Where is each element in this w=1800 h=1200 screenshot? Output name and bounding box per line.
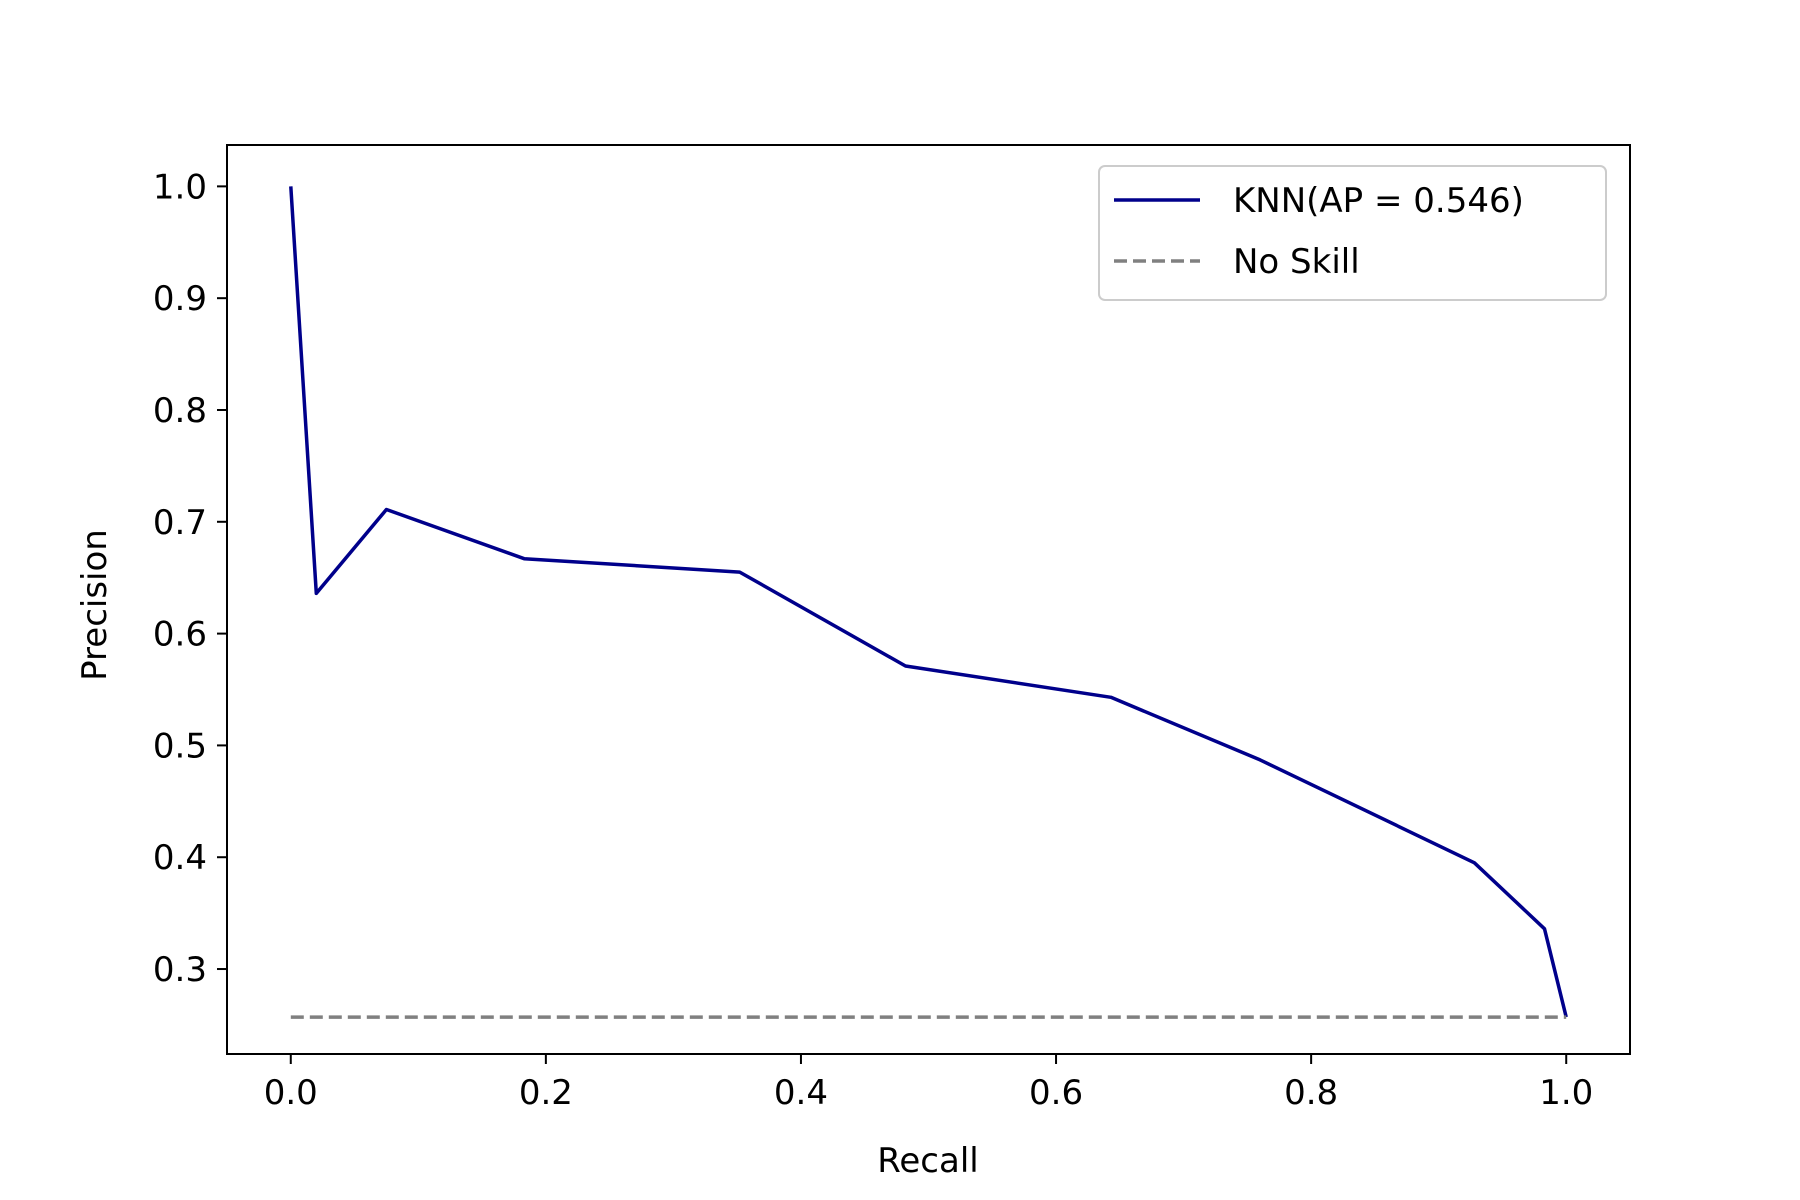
x-tick-label: 0.6 — [1029, 1073, 1083, 1113]
x-tick-label: 1.0 — [1539, 1073, 1593, 1113]
y-tick-label: 0.4 — [153, 838, 207, 878]
y-tick-label: 0.8 — [153, 391, 207, 431]
x-axis-label: Recall — [877, 1141, 978, 1181]
y-tick-label: 0.9 — [153, 279, 207, 319]
y-tick-label: 0.7 — [153, 503, 207, 543]
y-axis-ticks: 0.3 0.4 0.5 0.6 0.7 0.8 0.9 1.0 — [153, 167, 227, 990]
y-tick-label: 0.3 — [153, 950, 207, 990]
y-tick-label: 0.6 — [153, 615, 207, 655]
series-line-knn-ap-0-546 — [289, 186, 1568, 1018]
plot-lines — [289, 186, 1568, 1019]
x-tick-label: 0.8 — [1284, 1073, 1338, 1113]
y-axis-label: Precision — [75, 529, 115, 681]
legend: KNN(AP = 0.546) No Skill — [1098, 165, 1607, 301]
y-tick-label: 0.5 — [153, 726, 207, 766]
legend-label-knn: KNN(AP = 0.546) — [1233, 181, 1524, 221]
x-tick-label: 0.4 — [774, 1073, 828, 1113]
x-tick-label: 0.2 — [519, 1073, 573, 1113]
legend-frame — [1098, 165, 1607, 301]
y-tick-label: 1.0 — [153, 167, 207, 207]
plot-area-frame — [226, 144, 1631, 1055]
x-axis-ticks: 0.0 0.2 0.4 0.6 0.8 1.0 — [264, 1054, 1593, 1113]
legend-label-no-skill: No Skill — [1233, 242, 1360, 282]
x-tick-label: 0.0 — [264, 1073, 318, 1113]
